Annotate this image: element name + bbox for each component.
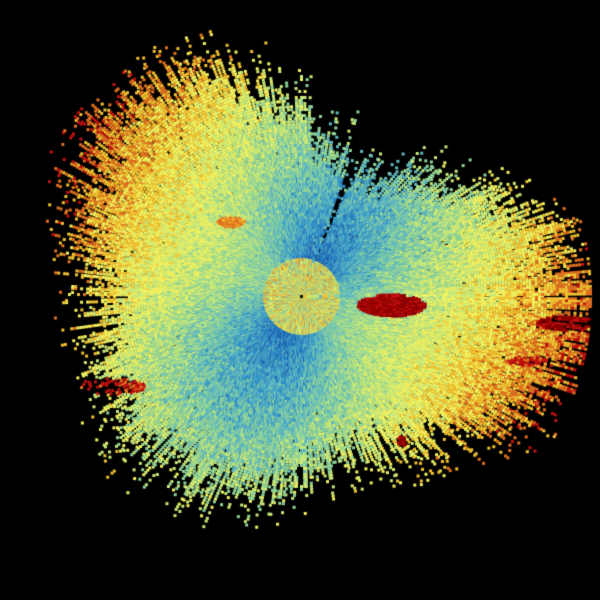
radar-reflectivity-image (0, 0, 600, 600)
